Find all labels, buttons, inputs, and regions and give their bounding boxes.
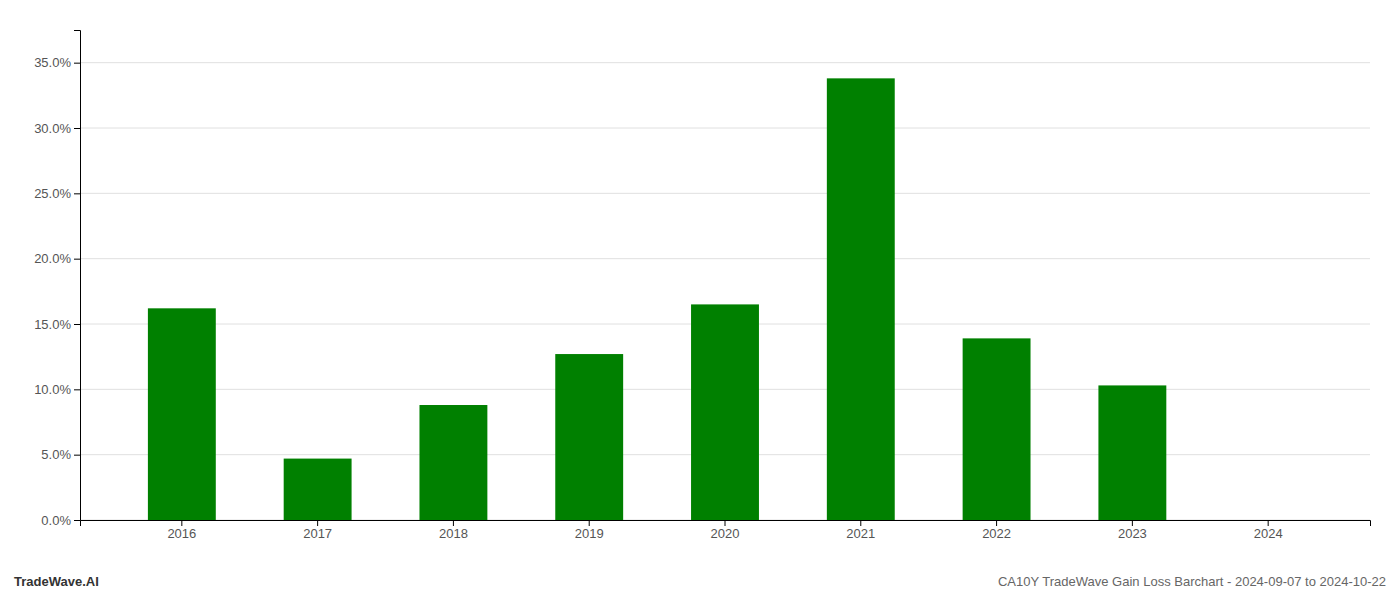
x-tick-label: 2017 — [303, 526, 332, 541]
chart: 0.0% 5.0% 10.0% 15.0% 20.0% 25.0% 30.0% 35.0% 20… — [0, 0, 1400, 600]
y-tick: 25.0% — [34, 186, 80, 201]
bar — [1098, 385, 1166, 520]
y-tick-mark — [74, 259, 80, 260]
bar — [827, 78, 895, 520]
bar — [555, 354, 623, 520]
x-axis: 2016 2017 2018 2019 2020 2021 2022 2023 2024 — [81, 520, 1371, 541]
bar — [963, 338, 1031, 520]
x-tick: 2018 — [439, 520, 468, 541]
x-axis-line — [81, 521, 1371, 527]
plot-area: 0.0% 5.0% 10.0% 15.0% 20.0% 25.0% 30.0% 35.0% 20… — [34, 31, 1370, 542]
y-tick-label: 5.0% — [41, 447, 71, 462]
x-tick-label: 2023 — [1118, 526, 1147, 541]
x-tick-label: 2018 — [439, 526, 468, 541]
grid — [80, 63, 1370, 520]
grid-line — [80, 62, 1370, 63]
x-tick-mark — [725, 520, 726, 526]
y-tick: 30.0% — [34, 121, 80, 136]
x-tick: 2022 — [982, 520, 1011, 541]
y-tick-mark — [74, 63, 80, 64]
x-tick-mark — [1132, 520, 1133, 526]
x-tick: 2017 — [303, 520, 332, 541]
y-tick-label: 0.0% — [41, 513, 71, 528]
y-tick-mark — [74, 128, 80, 129]
y-tick: 20.0% — [34, 251, 80, 266]
x-tick: 2016 — [167, 520, 196, 541]
grid-line — [80, 258, 1370, 259]
title: CA10Y TradeWave Gain Loss Barchart - 202… — [998, 574, 1386, 589]
y-axis-line — [74, 31, 81, 521]
grid-line — [80, 193, 1370, 194]
x-tick-label: 2024 — [1254, 526, 1283, 541]
x-tick: 2024 — [1254, 520, 1283, 541]
x-tick-label: 2022 — [982, 526, 1011, 541]
x-tick: 2019 — [575, 520, 604, 541]
x-tick-mark — [453, 520, 454, 526]
x-tick-mark — [996, 520, 997, 526]
x-tick: 2023 — [1118, 520, 1147, 541]
x-tick-mark — [317, 520, 318, 526]
x-tick-mark — [181, 520, 182, 526]
bar — [148, 308, 216, 520]
footer-left: TradeWave.AI — [14, 574, 99, 589]
y-tick: 10.0% — [34, 382, 80, 397]
x-tick-mark — [860, 520, 861, 526]
y-tick-label: 10.0% — [34, 382, 71, 397]
x-tick: 2021 — [846, 520, 875, 541]
y-tick-label: 15.0% — [34, 317, 71, 332]
y-tick-mark — [74, 520, 80, 521]
y-tick: 0.0% — [41, 513, 80, 528]
y-tick-label: 30.0% — [34, 121, 71, 136]
bar — [1234, 520, 1302, 521]
x-tick-label: 2020 — [711, 526, 740, 541]
bar — [419, 405, 487, 520]
x-tick-label: 2019 — [575, 526, 604, 541]
x-tick-mark — [1268, 520, 1269, 526]
x-tick-label: 2021 — [846, 526, 875, 541]
grid-line — [80, 128, 1370, 129]
y-tick-mark — [74, 193, 80, 194]
y-tick-mark — [74, 324, 80, 325]
bar — [284, 459, 352, 520]
y-tick-label: 35.0% — [34, 55, 71, 70]
y-tick-label: 20.0% — [34, 251, 71, 266]
y-tick-label: 25.0% — [34, 186, 71, 201]
y-tick-mark — [74, 389, 80, 390]
y-tick: 5.0% — [41, 447, 80, 462]
y-tick-mark — [74, 455, 80, 456]
y-axis: 0.0% 5.0% 10.0% 15.0% 20.0% 25.0% 30.0% 35.0% — [34, 31, 80, 528]
y-tick: 35.0% — [34, 55, 80, 70]
x-tick-label: 2016 — [167, 526, 196, 541]
bars — [148, 78, 1166, 520]
y-tick: 15.0% — [34, 317, 80, 332]
x-tick: 2020 — [711, 520, 740, 541]
bar — [691, 304, 759, 520]
x-tick-mark — [589, 520, 590, 526]
